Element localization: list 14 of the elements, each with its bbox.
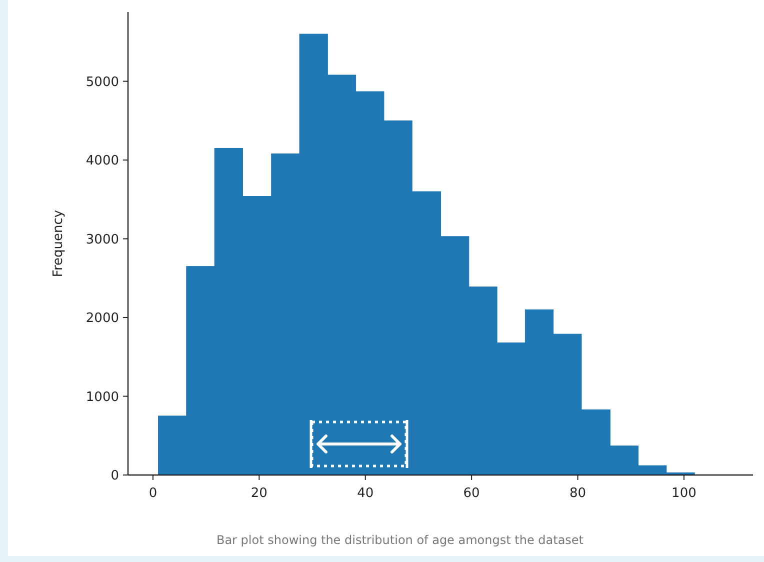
y-tick-label: 3000 — [86, 232, 119, 248]
text: Bar plot showing the distribution of age amongst the dataset — [216, 533, 584, 547]
x-tick-label: 40 — [357, 486, 374, 501]
x-tick-label: 100 — [672, 486, 696, 501]
y-axis-title: Frequency — [51, 210, 66, 278]
y-tick-label: 1000 — [86, 390, 119, 405]
x-tick-label: 80 — [569, 486, 586, 501]
y-tick-label: 0 — [110, 468, 119, 484]
x-tick-label: 60 — [463, 486, 480, 501]
y-tick-label: 4000 — [86, 154, 119, 169]
x-tick-label: 0 — [148, 486, 158, 501]
x-tick-label: 20 — [250, 486, 268, 501]
y-tick-label: 2000 — [86, 311, 119, 326]
y-tick-label: 5000 — [86, 74, 119, 90]
